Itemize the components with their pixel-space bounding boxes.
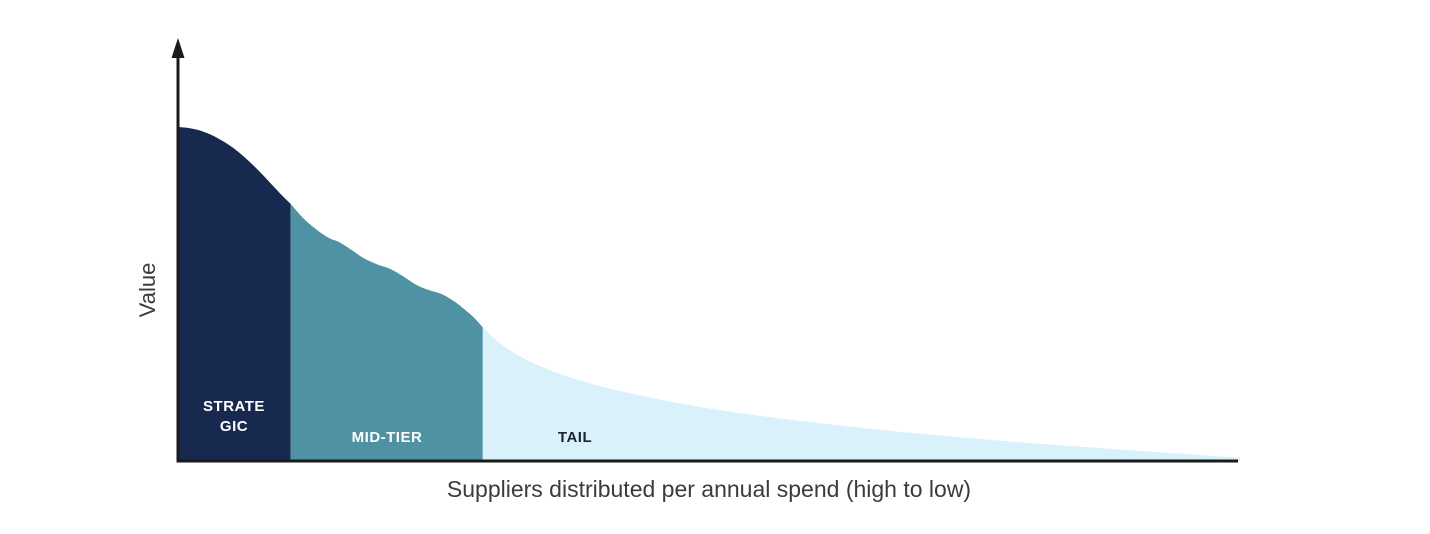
y-axis-title: Value	[135, 262, 160, 318]
segment-area-1	[290, 203, 483, 462]
x-axis-title: Suppliers distributed per annual spend (…	[446, 476, 972, 502]
segment-area-0	[178, 127, 291, 461]
segment-label-strategic-line-1: STRATE	[203, 398, 265, 415]
segment-label-2: TAIL	[520, 428, 630, 448]
segment-label-0: STRATE GIC	[178, 397, 290, 437]
segment-label-tail: TAIL	[557, 429, 593, 446]
segment-label-mid-tier: MID-TIER	[351, 429, 423, 446]
segment-label-1: MID-TIER	[292, 428, 482, 448]
segment-area-2	[482, 327, 1240, 461]
segment-label-strategic-line-2: GIC	[219, 418, 249, 435]
y-axis-arrow-icon	[171, 38, 185, 58]
